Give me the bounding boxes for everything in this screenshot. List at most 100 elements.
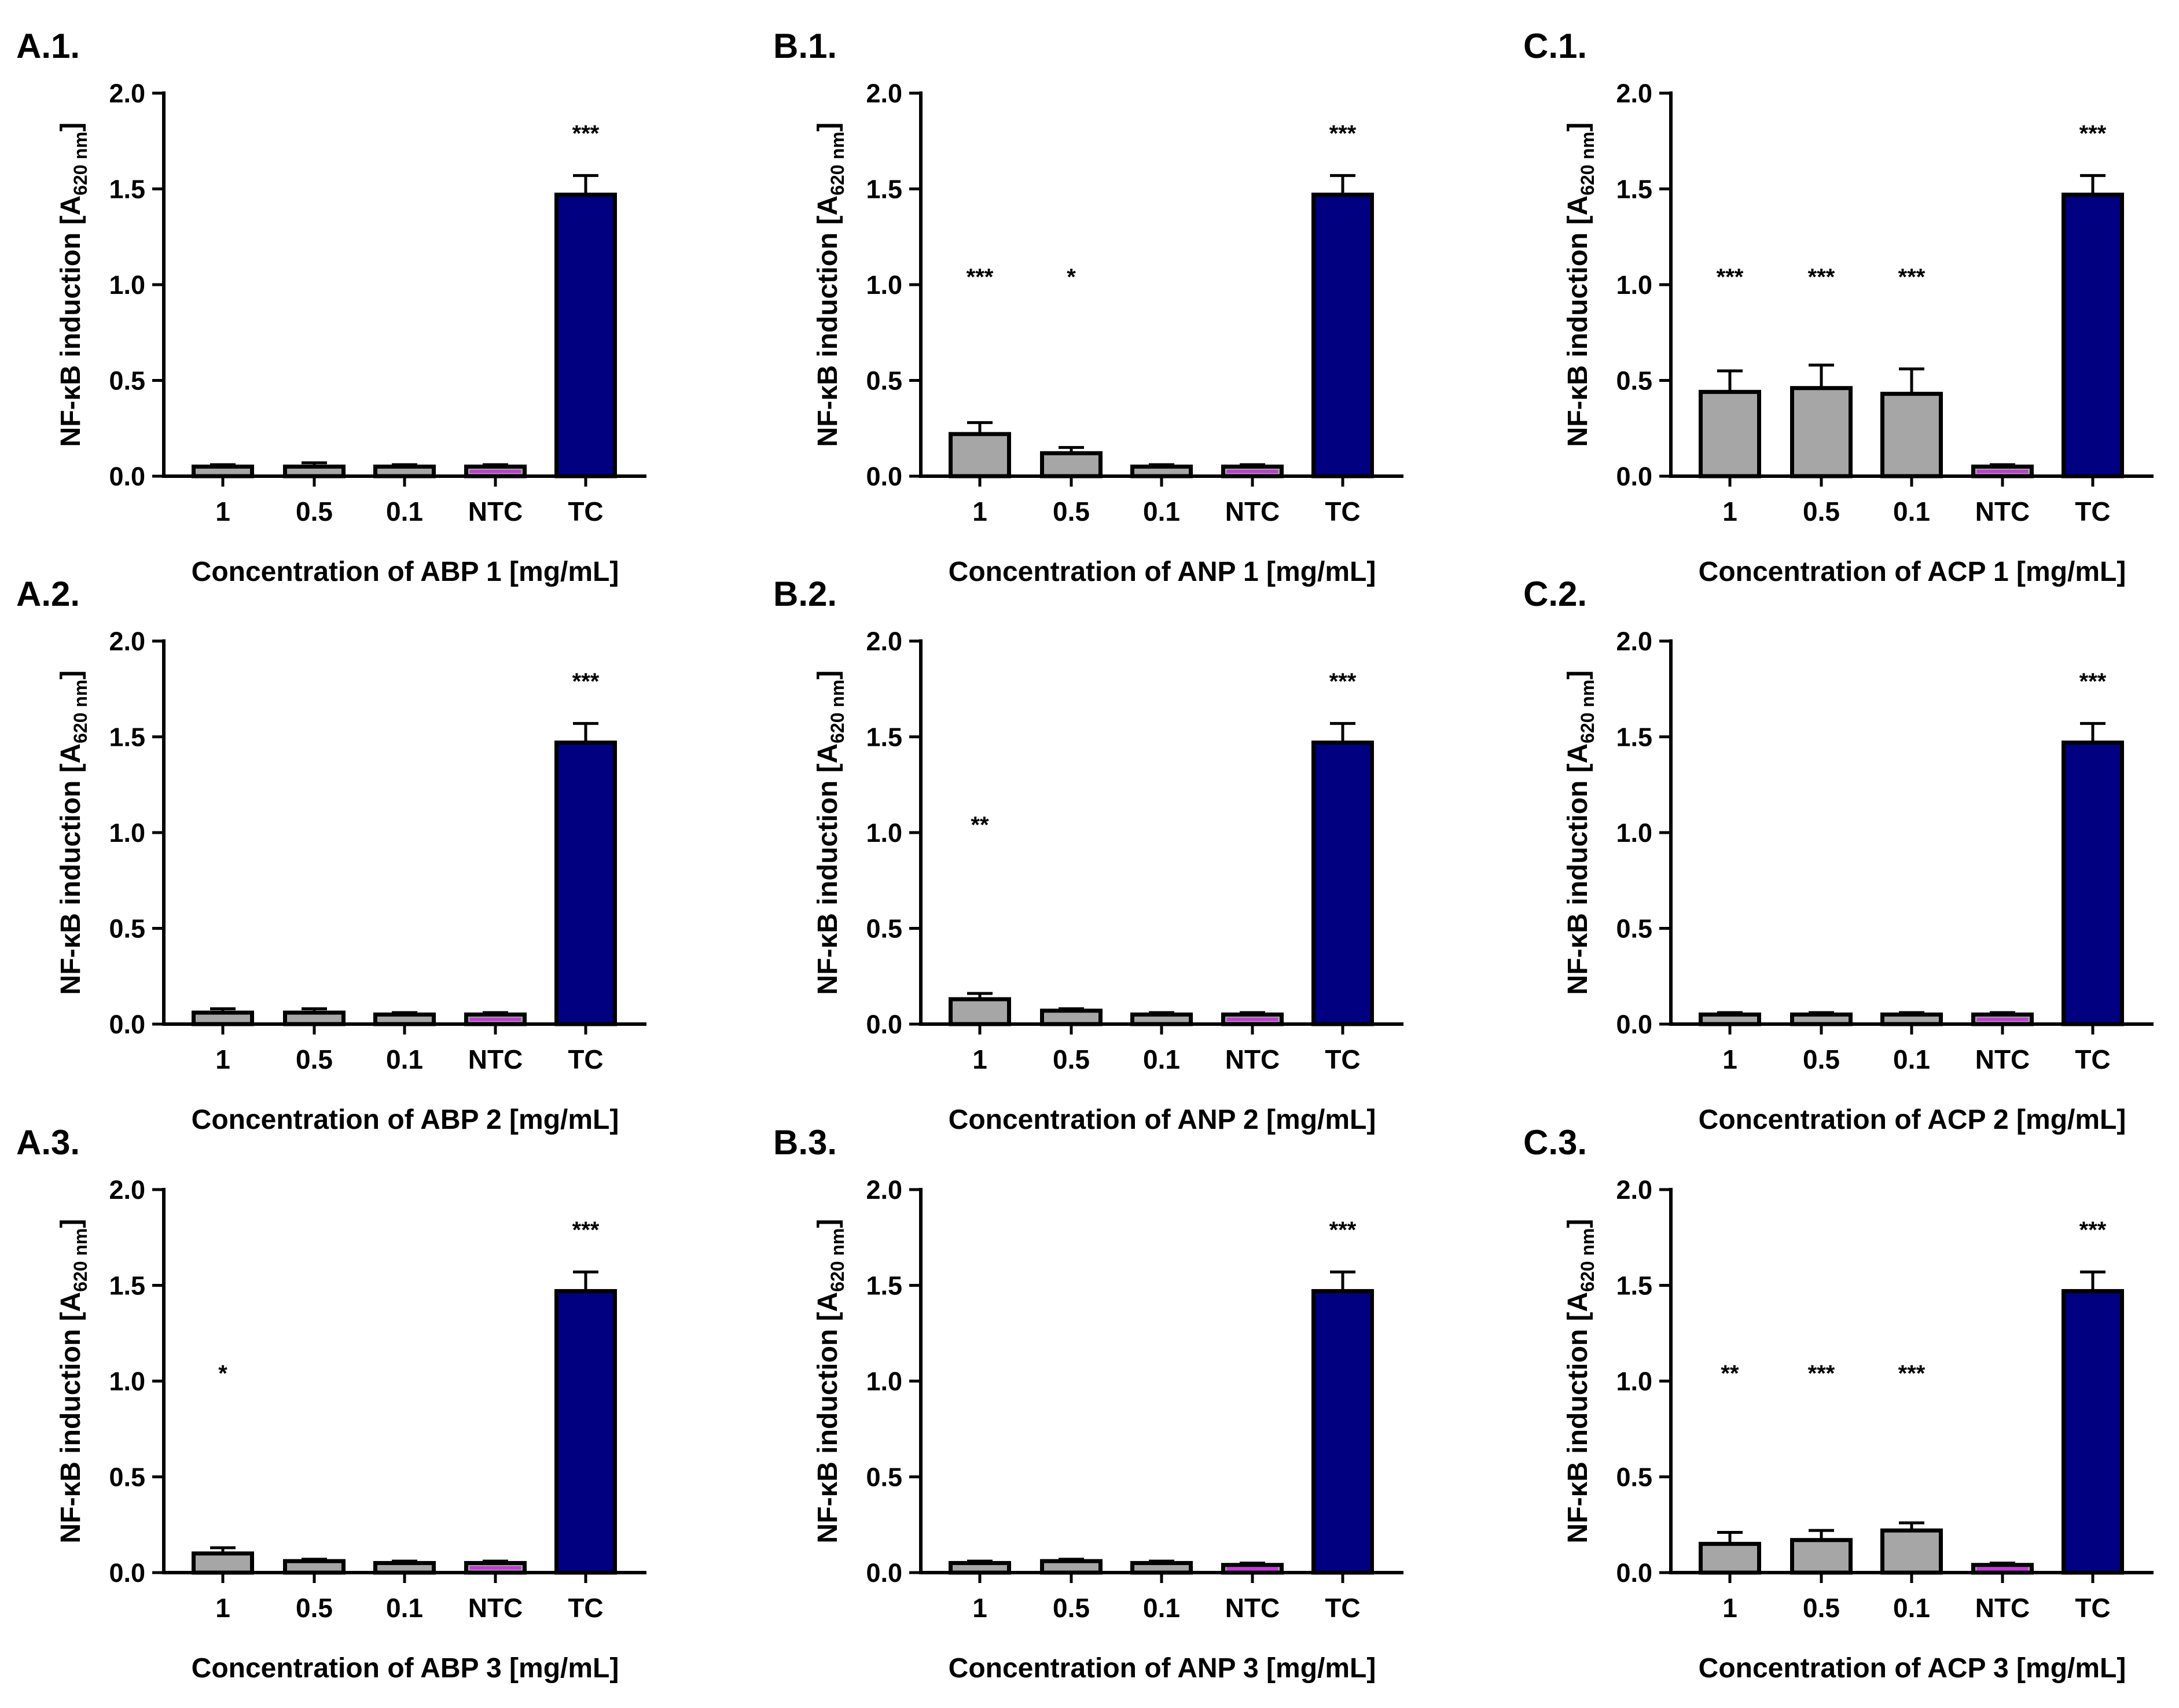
chart-panel: A.3. * 1 0.5 0.1 NTC *** TC 0.0 0.5 1.0 1.5 2.0 NF-κB… — [16, 1123, 646, 1684]
x-tick-label: 0.5 — [1053, 496, 1090, 527]
significance-mark: *** — [1329, 669, 1357, 694]
significance-mark: *** — [572, 1217, 600, 1243]
bar — [2062, 192, 2124, 478]
significance-mark: ** — [971, 812, 989, 838]
y-tick-label: 1.5 — [1616, 723, 1652, 752]
y-tick-label: 2.0 — [866, 627, 902, 656]
y-tick-label: 1.0 — [1616, 1367, 1652, 1396]
y-tick-label: 2.0 — [109, 79, 145, 108]
x-tick-label: 0.1 — [1893, 1044, 1930, 1074]
y-axis-title: NF-κB induction [A620 nm] — [1563, 1219, 1598, 1544]
x-tick-label: 0.5 — [1803, 496, 1840, 527]
x-axis-title: Concentration of ACP 1 [mg/mL] — [1699, 557, 2126, 587]
bar — [1880, 1528, 1943, 1575]
x-tick-label: NTC — [1975, 1593, 2030, 1623]
significance-mark: *** — [1808, 264, 1835, 290]
bar — [1311, 740, 1374, 1026]
bar — [554, 740, 617, 1026]
y-tick-label: 1.0 — [1616, 270, 1652, 300]
x-axis-title: Concentration of ABP 1 [mg/mL] — [192, 557, 619, 587]
y-tick-label: 2.0 — [1616, 1175, 1652, 1205]
y-tick-label: 0.0 — [109, 1558, 145, 1588]
y-tick-label: 1.5 — [866, 175, 902, 204]
bar — [1699, 389, 1761, 478]
x-tick-label: 0.5 — [1053, 1044, 1090, 1074]
panel-label: B.2. — [773, 575, 837, 613]
x-tick-label: TC — [2075, 1044, 2110, 1074]
y-tick-label: 2.0 — [109, 1175, 145, 1205]
x-tick-label: NTC — [1975, 496, 2030, 527]
y-tick-label: 1.0 — [109, 270, 145, 300]
panel-label: C.2. — [1523, 575, 1587, 613]
y-tick-label: 0.0 — [109, 1010, 145, 1039]
x-tick-label: 0.1 — [1143, 1593, 1180, 1623]
y-tick-label: 0.0 — [866, 462, 902, 491]
y-tick-label: 2.0 — [109, 627, 145, 656]
x-tick-label: 0.1 — [386, 496, 423, 527]
x-tick-label: 0.1 — [1143, 496, 1180, 527]
y-tick-label: 1.5 — [1616, 175, 1652, 204]
x-tick-label: NTC — [1225, 1593, 1280, 1623]
bar — [949, 432, 1011, 478]
y-tick-label: 1.0 — [109, 818, 145, 848]
chart-panel: B.2. ** 1 0.5 0.1 NTC *** TC 0.0 0.5 1.0 1.5 2.0 NF-κ… — [773, 575, 1403, 1135]
y-tick-label: 1.0 — [866, 818, 902, 848]
y-tick-label: 1.0 — [866, 1367, 902, 1396]
x-axis-title: Concentration of ACP 3 [mg/mL] — [1699, 1653, 2126, 1684]
x-tick-label: 1 — [215, 496, 230, 527]
y-tick-label: 1.5 — [866, 1271, 902, 1301]
significance-mark: ** — [1721, 1361, 1739, 1386]
x-tick-label: TC — [2075, 496, 2110, 527]
chart-panel: B.1. *** 1 * 0.5 0.1 NTC *** TC 0.0 0.5 1.0 1.5 2.0 NF… — [773, 27, 1403, 587]
y-tick-label: 1.0 — [109, 1367, 145, 1396]
panel-label: C.1. — [1523, 27, 1587, 65]
chart-panel: C.3. ** 1 *** 0.5 *** 0.1 NTC *** TC 0.0 0.5 1.0 1.5 2… — [1523, 1123, 2154, 1684]
significance-mark: *** — [1898, 1361, 1926, 1386]
significance-mark: *** — [967, 264, 994, 290]
significance-mark: * — [218, 1361, 227, 1386]
bar — [1311, 192, 1374, 478]
y-tick-label: 0.0 — [1616, 462, 1652, 491]
significance-mark: *** — [2079, 121, 2107, 146]
x-tick-label: 0.5 — [296, 496, 333, 527]
chart-panel: C.1. *** 1 *** 0.5 *** 0.1 NTC *** TC 0.0 0.5 1.0 1.5… — [1523, 27, 2154, 587]
y-tick-label: 0.5 — [1616, 914, 1652, 944]
x-axis-title: Concentration of ANP 3 [mg/mL] — [949, 1653, 1376, 1684]
y-tick-label: 0.5 — [866, 1463, 902, 1492]
y-tick-label: 0.0 — [1616, 1558, 1652, 1588]
x-tick-label: TC — [568, 1044, 603, 1074]
y-axis-title: NF-κB induction [A620 nm] — [813, 1219, 848, 1544]
significance-mark: *** — [1808, 1361, 1835, 1386]
bar — [1880, 392, 1943, 478]
panel-label: B.1. — [773, 27, 837, 65]
y-tick-label: 0.5 — [1616, 366, 1652, 396]
bar — [1790, 386, 1853, 478]
chart-panel: B.3. 1 0.5 0.1 NTC *** TC 0.0 0.5 1.0 1.5 2.0 NF-κB … — [773, 1123, 1403, 1684]
panel-label: B.3. — [773, 1123, 837, 1162]
panel-label: C.3. — [1523, 1123, 1587, 1162]
x-tick-label: 0.5 — [1053, 1593, 1090, 1623]
x-axis-title: Concentration of ANP 1 [mg/mL] — [949, 557, 1376, 587]
y-tick-label: 0.5 — [109, 914, 145, 944]
x-tick-label: 0.1 — [1893, 496, 1930, 527]
y-tick-label: 0.5 — [109, 366, 145, 396]
y-axis-title: NF-κB induction [A620 nm] — [1563, 123, 1598, 447]
y-tick-label: 1.5 — [109, 175, 145, 204]
x-tick-label: 0.1 — [1143, 1044, 1180, 1074]
significance-mark: *** — [572, 669, 600, 694]
x-tick-label: 1 — [1722, 496, 1737, 527]
x-tick-label: 1 — [972, 1044, 987, 1074]
chart-panel: A.1. 1 0.5 0.1 NTC *** TC 0.0 0.5 1.0 1.5 2.0 NF-κB … — [16, 27, 646, 587]
chart-panel: C.2. 1 0.5 0.1 NTC *** TC 0.0 0.5 1.0 1.5 2.0 NF-κB … — [1523, 575, 2154, 1135]
x-tick-label: 0.5 — [1803, 1044, 1840, 1074]
x-tick-label: NTC — [468, 1044, 523, 1074]
y-tick-label: 0.5 — [1616, 1463, 1652, 1492]
y-tick-label: 0.5 — [866, 914, 902, 944]
y-tick-label: 0.0 — [866, 1010, 902, 1039]
y-tick-label: 0.0 — [109, 462, 145, 491]
bar — [1040, 451, 1103, 478]
y-tick-label: 1.5 — [866, 723, 902, 752]
bar — [949, 997, 1011, 1026]
x-axis-title: Concentration of ANP 2 [mg/mL] — [949, 1105, 1376, 1135]
x-tick-label: NTC — [468, 1593, 523, 1623]
